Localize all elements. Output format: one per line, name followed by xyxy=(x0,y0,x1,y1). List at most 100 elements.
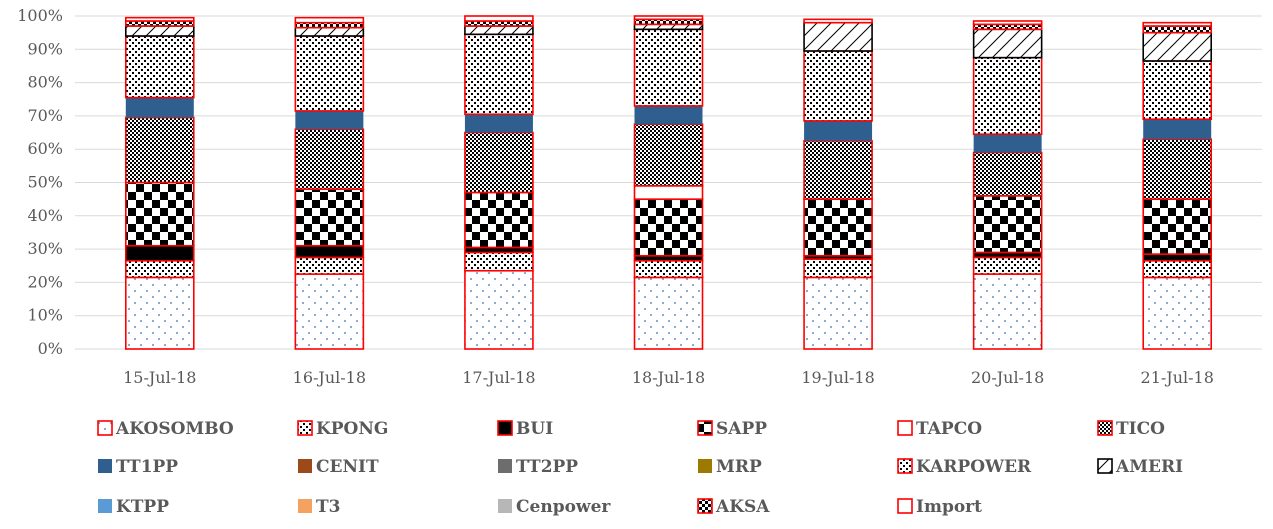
legend-label: SAPP xyxy=(716,419,767,439)
bar-stack-15-jul-18 xyxy=(124,16,195,350)
legend-label: TAPCO xyxy=(916,419,982,439)
legend-swatch xyxy=(897,420,913,436)
bar-segment-tt1pp xyxy=(634,105,703,125)
bar-segment-tt1pp xyxy=(973,134,1042,153)
legend-swatch xyxy=(98,499,112,513)
legend-item-ameri: AMERI xyxy=(1097,457,1183,477)
bar-segment-ameri xyxy=(124,25,195,37)
bar-segment-import xyxy=(633,15,704,21)
legend-swatch xyxy=(897,498,913,514)
x-tick-label: 15-Jul-18 xyxy=(123,368,196,387)
bar-segment-sapp xyxy=(464,191,534,249)
legend-item-bui: BUI xyxy=(497,419,553,439)
bar-segment-bui xyxy=(124,244,195,262)
bar-stack-16-jul-18 xyxy=(294,16,365,350)
y-tick-label: 0% xyxy=(38,339,63,358)
bar-segment-kpong xyxy=(464,251,534,272)
legend-swatch xyxy=(897,458,913,474)
bar-segment-sapp xyxy=(124,181,195,247)
bar-stack-21-jul-18 xyxy=(1142,21,1213,350)
bar-segment-karpower xyxy=(124,35,195,99)
legend-label: CENIT xyxy=(316,457,379,477)
bar-segment-karpower xyxy=(464,33,534,116)
bar-segment-tico xyxy=(1142,138,1213,200)
legend-swatch xyxy=(497,420,513,436)
legend-swatch xyxy=(498,459,512,473)
bar-stack-19-jul-18 xyxy=(803,18,873,350)
bar-segment-aksa xyxy=(1142,25,1213,34)
legend-label: T3 xyxy=(316,497,340,517)
bar-segment-tt1pp xyxy=(1143,119,1212,140)
legend-item-kpong: KPONG xyxy=(297,419,388,439)
legend-label: AKOSOMBO xyxy=(115,419,234,439)
legend-swatch xyxy=(1097,458,1113,474)
bar-segment-ameri xyxy=(294,26,365,37)
bar-segment-sapp xyxy=(972,195,1043,254)
bar-segment-import xyxy=(294,16,365,24)
bar-segment-akosombo xyxy=(464,269,534,350)
y-tick-label: 100% xyxy=(17,6,63,25)
bar-segment-karpower xyxy=(972,56,1043,136)
bar-segment-tt1pp xyxy=(125,97,194,118)
bar-segment-sapp xyxy=(633,198,704,257)
x-tick-label: 21-Jul-18 xyxy=(1141,368,1214,387)
bar-segment-karpower xyxy=(803,50,873,122)
legend-label: TICO xyxy=(1116,419,1165,439)
legend-item-karpower: KARPOWER xyxy=(897,457,1032,477)
legend-item-cenpower: Cenpower xyxy=(498,497,611,517)
legend-item-import: Import xyxy=(897,497,982,517)
bar-segment-import xyxy=(124,16,195,22)
y-axis-tick-labels: 0% 10% 20% 30% 40% 50% 60% 70% 80% 90% 100% xyxy=(17,6,63,358)
y-tick-label: 20% xyxy=(27,272,63,291)
legend: AKOSOMBO KPONG BUI SAPP TAPCO TICO TT1PP CENIT T… xyxy=(97,419,1183,517)
x-axis-tick-labels: 15-Jul-18 16-Jul-18 17-Jul-18 18-Jul-18 19-J… xyxy=(123,368,1214,387)
bar-stack-18-jul-18 xyxy=(633,15,704,350)
bar-segment-kpong xyxy=(294,256,365,275)
y-tick-label: 70% xyxy=(27,106,63,125)
y-tick-label: 60% xyxy=(27,139,63,158)
bar-segment-ameri xyxy=(464,25,534,36)
bar-segment-tico xyxy=(294,128,365,190)
bar-segment-akosombo xyxy=(294,273,365,350)
y-tick-label: 30% xyxy=(27,239,63,258)
legend-item-akosombo: AKOSOMBO xyxy=(97,419,234,439)
legend-label: AMERI xyxy=(1115,457,1183,477)
legend-swatch xyxy=(698,459,712,473)
bar-segment-kpong xyxy=(972,256,1043,275)
legend-item-sapp: SAPP xyxy=(697,419,767,439)
x-tick-label: 19-Jul-18 xyxy=(801,368,874,387)
y-tick-label: 40% xyxy=(27,206,63,225)
bar-segment-kpong xyxy=(803,258,873,279)
x-tick-label: 18-Jul-18 xyxy=(632,368,705,387)
bar-segment-import xyxy=(464,15,534,22)
bar-segment-akosombo xyxy=(124,276,195,350)
bar-segment-akosombo xyxy=(972,273,1043,350)
legend-item-ktpp: KTPP xyxy=(98,497,169,517)
bar-segment-ameri xyxy=(803,21,873,52)
bar-segment-import xyxy=(803,18,873,24)
legend-label: MRP xyxy=(716,457,762,477)
legend-label: AKSA xyxy=(715,497,770,517)
x-tick-label: 20-Jul-18 xyxy=(971,368,1044,387)
legend-swatch xyxy=(98,459,112,473)
bar-segment-kpong xyxy=(633,259,704,279)
bar-stacks xyxy=(124,15,1213,350)
legend-label: TT1PP xyxy=(116,457,178,477)
bar-segment-tt1pp xyxy=(295,110,364,130)
x-tick-label: 17-Jul-18 xyxy=(462,368,535,387)
legend-label: Import xyxy=(916,497,982,517)
legend-swatch xyxy=(1097,420,1113,436)
legend-item-mrp: MRP xyxy=(698,457,762,477)
bar-segment-tico xyxy=(803,140,873,200)
legend-swatch xyxy=(297,420,313,436)
bar-segment-sapp xyxy=(803,198,873,257)
bar-segment-sapp xyxy=(1142,198,1213,255)
bar-segment-bui xyxy=(294,244,365,259)
x-tick-label: 16-Jul-18 xyxy=(293,368,366,387)
bar-segment-akosombo xyxy=(803,276,873,350)
bar-segment-kpong xyxy=(124,259,195,279)
legend-label: KTPP xyxy=(116,497,169,517)
legend-label: KPONG xyxy=(316,419,388,439)
bar-segment-tt1pp xyxy=(464,114,533,133)
